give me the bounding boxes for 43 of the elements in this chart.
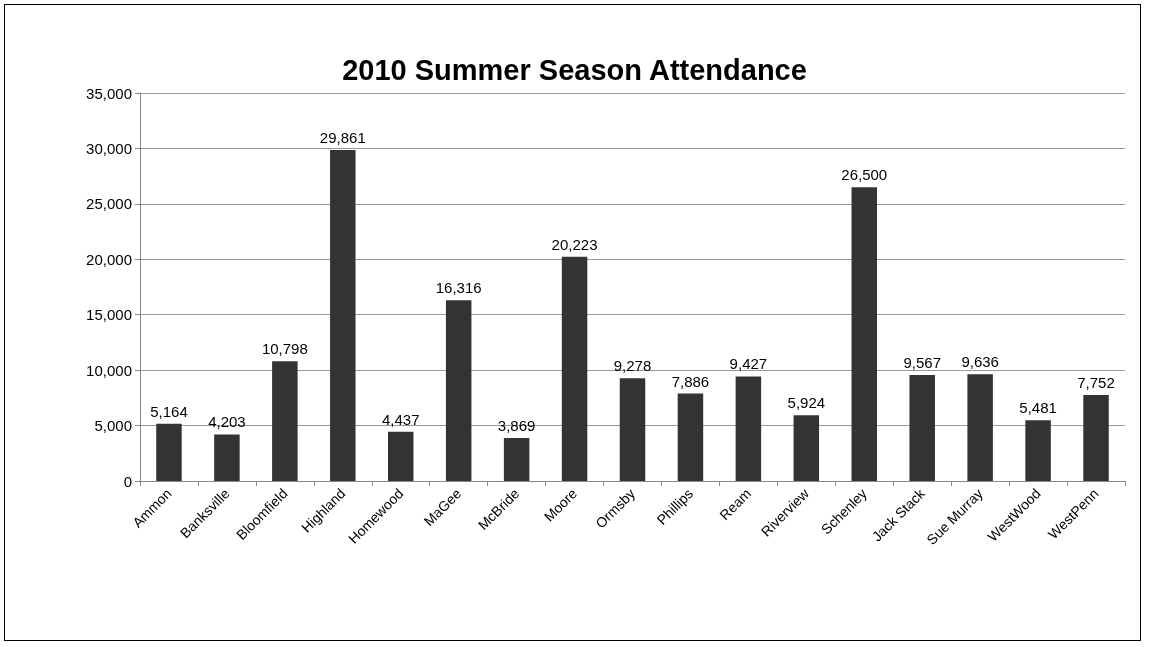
data-label: 4,203: [208, 413, 246, 431]
y-tick-label: 10,000: [86, 361, 132, 379]
data-label: 5,924: [787, 394, 826, 412]
bar: [677, 393, 704, 481]
y-tick-label: 0: [123, 472, 132, 490]
data-label: 5,164: [150, 402, 188, 420]
data-label: 10,798: [261, 340, 308, 358]
bar: [330, 149, 356, 481]
bar: [1083, 395, 1109, 481]
data-label: 20,223: [551, 235, 598, 253]
bar: [156, 423, 182, 481]
data-label: 5,481: [1019, 399, 1057, 417]
bar: [561, 256, 588, 481]
bar: [1025, 420, 1051, 481]
data-label: 29,861: [319, 128, 366, 146]
y-tick-label: 25,000: [86, 195, 132, 213]
data-label: 9,278: [613, 357, 652, 375]
data-label: 9,636: [961, 353, 999, 371]
bar: [445, 300, 472, 481]
data-label: 4,437: [381, 410, 420, 428]
bar: [851, 187, 878, 481]
y-tick-label: 5,000: [94, 417, 132, 435]
data-label: 3,869: [497, 417, 536, 435]
bar: [619, 378, 646, 481]
chart-title: 2010 Summer Season Attendance: [342, 53, 807, 86]
bar: [272, 361, 298, 481]
bar: [387, 431, 414, 481]
y-tick-label: 30,000: [86, 139, 132, 157]
bar: [793, 415, 820, 481]
bar: [503, 438, 530, 481]
bar: [967, 374, 993, 481]
data-label: 9,427: [729, 355, 768, 373]
data-label: 16,316: [435, 279, 482, 297]
data-label: 7,752: [1077, 374, 1115, 392]
data-label: 7,886: [671, 372, 710, 390]
bar: [214, 434, 240, 481]
y-tick-label: 15,000: [86, 306, 132, 324]
data-label: 9,567: [903, 353, 941, 371]
y-tick-label: 20,000: [86, 250, 132, 268]
bar: [909, 374, 935, 481]
y-tick-label: 35,000: [86, 84, 132, 102]
bar: [735, 376, 762, 481]
data-label: 26,500: [841, 166, 888, 184]
